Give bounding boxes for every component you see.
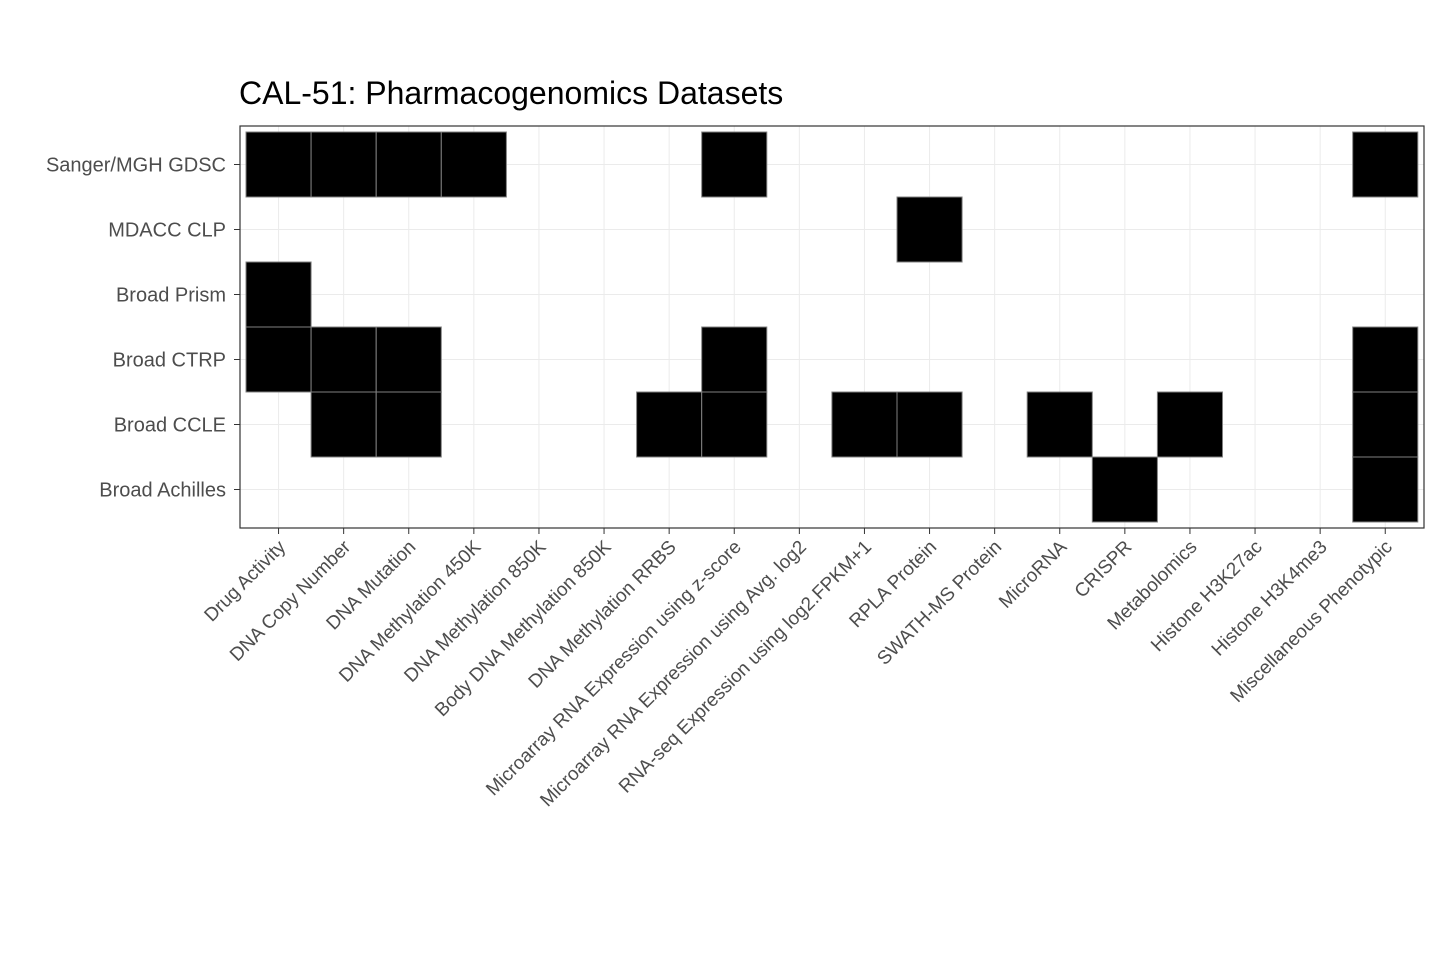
x-tick-label: CRISPR [1071,537,1137,603]
heatmap-tile [896,196,963,263]
heatmap-tile [440,131,507,198]
heatmap-tile [1091,456,1158,523]
heatmap-tile [310,326,377,393]
heatmap-tile [245,326,312,393]
y-tick-label: Broad Achilles [99,480,226,502]
heatmap-tile [831,391,898,458]
heatmap-tile [375,131,442,198]
plot-panel-border [239,125,1425,529]
heatmap-tile [245,131,312,198]
heatmap-tile [1352,326,1419,393]
y-tick-label: MDACC CLP [108,220,226,242]
heatmap-tile [1026,391,1093,458]
heatmap-tile [1352,456,1419,523]
chart-title: CAL-51: Pharmacogenomics Datasets [239,75,783,111]
heatmap-tile [896,391,963,458]
heatmap-tile [310,131,377,198]
heatmap-tile [375,391,442,458]
heatmap-tile [1352,391,1419,458]
y-tick-label: Broad CTRP [113,350,226,372]
x-tick-label: DNA Copy Number [226,536,356,666]
y-tick-label: Broad Prism [116,285,226,307]
heatmap-tile [701,131,768,198]
heatmap-tile [636,391,703,458]
x-tick-label: Histone H3K4me3 [1208,537,1332,661]
heatmap-tile [1352,131,1419,198]
x-tick-label: SWATH-MS Protein [873,537,1006,670]
heatmap-tile [375,326,442,393]
y-tick-label: Sanger/MGH GDSC [46,155,226,177]
heatmap-tile [245,261,312,328]
x-tick-label: Histone H3K27ac [1147,537,1266,656]
heatmap-tile [1156,391,1224,458]
heatmap-tile [310,391,377,458]
heatmap-tile [701,326,768,393]
heatmap-tile [701,391,768,458]
x-tick-label: MicroRNA [995,536,1071,612]
y-tick-label: Broad CCLE [114,415,226,437]
